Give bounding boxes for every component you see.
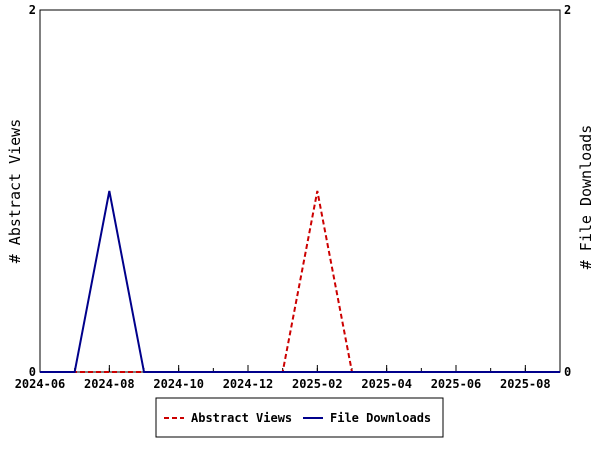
y-right-tick-label-2: 2 [564, 3, 571, 17]
legend-label-file-downloads: File Downloads [330, 411, 431, 425]
x-tick-label-2025-08: 2025-08 [500, 377, 551, 391]
plot-area [39, 9, 561, 373]
x-tick-label-2025-06: 2025-06 [431, 377, 482, 391]
x-tick-label-2024-12: 2024-12 [223, 377, 274, 391]
x-tick-label-2024-06: 2024-06 [15, 377, 66, 391]
series-line-file-downloads [40, 190, 560, 373]
x-tick-label-2024-08: 2024-08 [84, 377, 135, 391]
y-left-tick-label-0: 0 [29, 365, 36, 379]
legend-label-abstract-views: Abstract Views [191, 411, 292, 425]
legend-box [155, 397, 444, 438]
y-axes: 0 2 0 2 [29, 3, 571, 379]
y-right-tick-label-0: 0 [564, 365, 571, 379]
x-tick-label-2025-02: 2025-02 [292, 377, 343, 391]
legend: Abstract Views File Downloads [155, 397, 444, 438]
x-tick-label-2025-04: 2025-04 [361, 377, 412, 391]
x-axis: 2024-06 2024-08 2024-10 2024-12 2025-02 2025-… [15, 365, 561, 391]
y-left-tick-label-2: 2 [29, 3, 36, 17]
y-axis-title-left: # Abstract Views [6, 119, 24, 264]
y-axis-title-right: # File Downloads [577, 125, 595, 270]
x-tick-label-2024-10: 2024-10 [153, 377, 204, 391]
series-lines [40, 190, 560, 373]
